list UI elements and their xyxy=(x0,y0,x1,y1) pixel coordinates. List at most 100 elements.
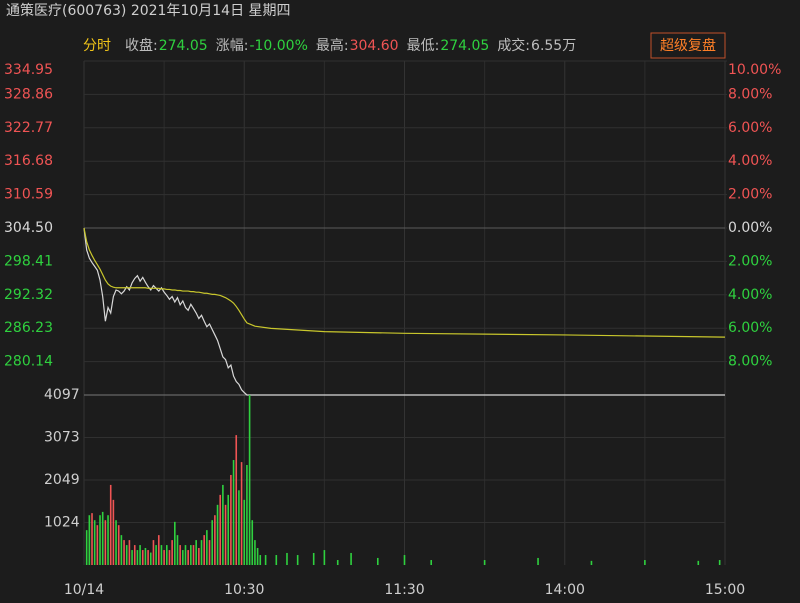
volume-bar xyxy=(296,555,299,565)
volume-bar xyxy=(248,395,251,565)
y-tick-label: 1024 xyxy=(44,515,80,531)
volume-bar xyxy=(163,550,165,565)
volume-bar xyxy=(240,462,243,565)
x-tick-label: 15:00 xyxy=(705,582,745,598)
volume-bar xyxy=(376,557,379,565)
info-value: 274.05 xyxy=(159,38,208,54)
volume-bar xyxy=(323,550,326,565)
volume-bar xyxy=(336,560,339,565)
volume-bar xyxy=(214,515,216,565)
y2-tick-label: 4.00% xyxy=(728,287,772,303)
volume-bar xyxy=(123,540,125,565)
volume-bar xyxy=(211,520,213,565)
y2-tick-label: 6.00% xyxy=(728,120,772,136)
volume-bar xyxy=(179,545,181,565)
y-tick-label: 310.59 xyxy=(4,187,53,203)
volume-bar xyxy=(171,540,173,565)
volume-bar xyxy=(222,484,224,565)
volume-bar xyxy=(264,555,267,565)
x-tick-label: 14:00 xyxy=(545,582,585,598)
volume-bar xyxy=(184,545,187,565)
y-tick-label: 280.14 xyxy=(4,354,53,370)
volume-bar xyxy=(152,540,155,565)
info-label: 最高: xyxy=(316,37,349,54)
volume-bar xyxy=(275,555,278,565)
mode-label: 分时 xyxy=(83,38,111,54)
y-tick-label: 304.50 xyxy=(4,220,53,236)
volume-bar xyxy=(286,552,288,565)
y2-tick-label: 0.00% xyxy=(728,220,772,236)
volume-bar xyxy=(125,545,128,565)
volume-bar xyxy=(259,555,262,565)
volume-bar xyxy=(101,511,104,565)
info-label: 收盘: xyxy=(125,37,158,54)
volume-bar xyxy=(224,504,227,565)
volume-bar xyxy=(203,535,205,565)
info-label: 涨幅: xyxy=(216,38,249,54)
volume-bar xyxy=(235,435,238,565)
volume-bar xyxy=(168,550,171,565)
volume-bar xyxy=(115,520,117,565)
volume-bar xyxy=(200,540,203,565)
y-tick-label: 4097 xyxy=(44,387,80,403)
x-tick-label: 10:30 xyxy=(224,582,264,598)
info-value: 274.05 xyxy=(440,38,489,54)
volume-bar xyxy=(350,552,352,565)
info-label: 最低: xyxy=(407,38,440,54)
y2-tick-label: 10.00% xyxy=(728,62,781,78)
volume-bar xyxy=(182,550,184,565)
volume-bar xyxy=(85,530,88,565)
volume-bar xyxy=(174,521,176,565)
x-tick-label: 10/14 xyxy=(64,582,104,598)
y2-tick-label: 8.00% xyxy=(728,354,772,370)
volume-bar xyxy=(246,465,248,565)
volume-bar xyxy=(227,494,230,565)
info-value: 304.60 xyxy=(350,38,399,54)
volume-bar xyxy=(718,560,721,565)
price-line xyxy=(83,227,726,338)
info-label: 成交: xyxy=(497,37,530,54)
volume-bar xyxy=(133,545,136,565)
volume-bar xyxy=(483,560,486,565)
y2-tick-label: 8.00% xyxy=(728,86,772,102)
volume-bar xyxy=(216,504,219,565)
volume-bar xyxy=(243,499,246,565)
y2-tick-label: 2.00% xyxy=(728,253,772,269)
volume-bar xyxy=(251,520,254,565)
volume-bar xyxy=(93,520,96,565)
page-title: 通策医疗(600763) 2021年10月14日 星期四 xyxy=(6,2,291,19)
info-value: 6.55万 xyxy=(531,38,576,54)
volume-bar xyxy=(230,474,232,565)
volume-bar xyxy=(117,525,120,565)
volume-bar xyxy=(165,545,168,565)
volume-bar xyxy=(187,550,189,565)
volume-bar xyxy=(141,550,144,565)
y-tick-label: 328.86 xyxy=(4,86,53,102)
review-button-frame[interactable] xyxy=(650,32,726,59)
y-tick-label: 322.77 xyxy=(4,120,53,136)
volume-bar xyxy=(88,515,91,565)
volume-bar xyxy=(256,547,259,565)
y-tick-label: 2049 xyxy=(44,472,80,488)
volume-bar xyxy=(128,540,131,565)
volume-bar xyxy=(192,545,195,565)
volume-bar xyxy=(312,552,315,565)
y2-tick-label: 6.00% xyxy=(728,320,772,336)
volume-bar xyxy=(238,490,240,565)
volume-bar xyxy=(120,535,123,565)
volume-bar xyxy=(96,525,99,565)
info-value: -10.00% xyxy=(249,38,307,54)
volume-bar xyxy=(219,494,222,565)
volume-bar xyxy=(160,545,163,565)
y2-tick-label: 4.00% xyxy=(728,153,772,169)
volume-bar xyxy=(644,560,646,565)
volume-bar xyxy=(430,560,433,565)
volume-bar xyxy=(107,515,109,565)
volume-bar xyxy=(144,547,147,565)
review-button[interactable]: 超级复盘 xyxy=(660,37,716,54)
volume-bar xyxy=(109,484,112,565)
volume-bar xyxy=(208,540,211,565)
volume-bar xyxy=(697,560,700,565)
